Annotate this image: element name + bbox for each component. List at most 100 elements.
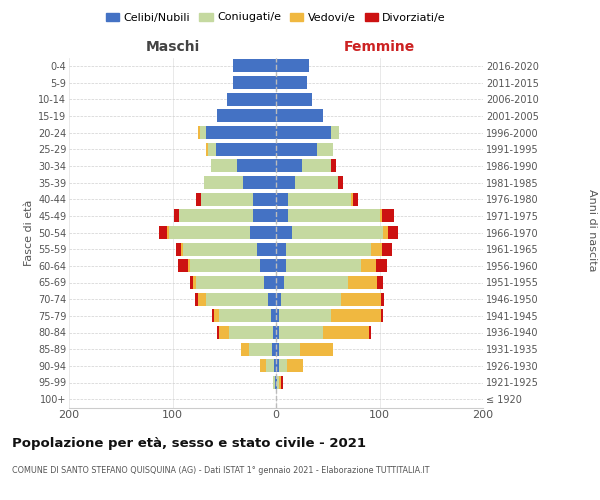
Bar: [219, 326, 229, 339]
Bar: [277, 376, 279, 389]
Bar: [371, 242, 382, 256]
Bar: [216, 142, 276, 156]
Bar: [169, 226, 250, 239]
Legend: Celibi/Nubili, Coniugati/e, Vedovi/e, Divorziati/e: Celibi/Nubili, Coniugati/e, Vedovi/e, Di…: [101, 8, 451, 27]
Bar: [300, 342, 333, 355]
Bar: [292, 226, 383, 239]
Bar: [295, 176, 338, 189]
Bar: [233, 60, 276, 72]
Bar: [196, 276, 263, 289]
Bar: [276, 160, 302, 172]
Bar: [331, 160, 336, 172]
Bar: [206, 142, 208, 156]
Bar: [253, 192, 276, 205]
Bar: [249, 342, 272, 355]
Bar: [382, 210, 394, 222]
Bar: [353, 192, 358, 205]
Bar: [159, 226, 167, 239]
Text: Anni di nascita: Anni di nascita: [587, 188, 597, 271]
Bar: [376, 260, 387, 272]
Bar: [276, 176, 295, 189]
Bar: [349, 276, 377, 289]
Bar: [266, 360, 274, 372]
Bar: [276, 376, 277, 389]
Bar: [383, 226, 388, 239]
Bar: [276, 260, 286, 272]
Bar: [279, 342, 300, 355]
Bar: [350, 192, 353, 205]
Bar: [279, 360, 287, 372]
Bar: [388, 226, 398, 239]
Bar: [286, 260, 361, 272]
Bar: [276, 242, 286, 256]
Bar: [260, 360, 266, 372]
Bar: [361, 260, 376, 272]
Bar: [190, 276, 193, 289]
Bar: [167, 226, 169, 239]
Bar: [276, 310, 279, 322]
Bar: [241, 342, 249, 355]
Bar: [302, 160, 331, 172]
Bar: [193, 276, 196, 289]
Bar: [250, 226, 276, 239]
Bar: [217, 326, 219, 339]
Bar: [200, 126, 206, 139]
Bar: [377, 276, 383, 289]
Bar: [380, 310, 383, 322]
Bar: [208, 142, 216, 156]
Bar: [268, 292, 276, 306]
Bar: [281, 376, 283, 389]
Bar: [203, 176, 243, 189]
Bar: [236, 160, 276, 172]
Bar: [289, 192, 350, 205]
Bar: [214, 310, 219, 322]
Bar: [219, 310, 271, 322]
Bar: [341, 292, 380, 306]
Bar: [183, 242, 257, 256]
Bar: [276, 76, 307, 89]
Bar: [380, 210, 382, 222]
Bar: [382, 242, 392, 256]
Bar: [276, 110, 323, 122]
Text: Femmine: Femmine: [344, 40, 415, 54]
Bar: [276, 360, 279, 372]
Bar: [276, 92, 312, 106]
Bar: [369, 326, 371, 339]
Bar: [181, 242, 183, 256]
Bar: [287, 360, 303, 372]
Bar: [275, 376, 276, 389]
Bar: [276, 192, 289, 205]
Bar: [331, 310, 380, 322]
Bar: [276, 210, 289, 222]
Bar: [188, 260, 190, 272]
Bar: [211, 160, 236, 172]
Bar: [317, 142, 333, 156]
Bar: [263, 276, 276, 289]
Bar: [274, 360, 276, 372]
Bar: [276, 326, 279, 339]
Bar: [286, 242, 371, 256]
Bar: [227, 92, 276, 106]
Bar: [202, 192, 253, 205]
Bar: [289, 210, 380, 222]
Bar: [284, 276, 349, 289]
Bar: [279, 310, 331, 322]
Bar: [253, 210, 276, 222]
Bar: [199, 126, 200, 139]
Bar: [229, 326, 273, 339]
Bar: [273, 326, 276, 339]
Bar: [276, 226, 292, 239]
Bar: [271, 310, 276, 322]
Bar: [173, 210, 179, 222]
Bar: [272, 342, 276, 355]
Bar: [276, 60, 309, 72]
Bar: [279, 326, 323, 339]
Bar: [217, 110, 276, 122]
Text: COMUNE DI SANTO STEFANO QUISQUINA (AG) - Dati ISTAT 1° gennaio 2021 - Elaborazio: COMUNE DI SANTO STEFANO QUISQUINA (AG) -…: [12, 466, 430, 475]
Y-axis label: Fasce di età: Fasce di età: [23, 200, 34, 266]
Bar: [206, 292, 268, 306]
Bar: [233, 76, 276, 89]
Bar: [380, 292, 383, 306]
Bar: [331, 126, 339, 139]
Bar: [176, 242, 181, 256]
